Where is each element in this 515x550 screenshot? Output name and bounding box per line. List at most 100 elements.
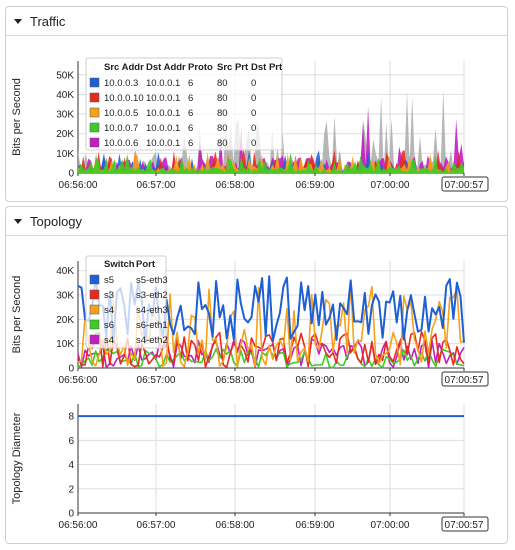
y-tick-label: 40K bbox=[56, 266, 74, 277]
y-axis-label: Topology Diameter bbox=[11, 412, 23, 504]
legend-cell: s6 bbox=[104, 320, 114, 331]
y-tick-label: 30K bbox=[56, 291, 74, 302]
legend-cell: 80 bbox=[217, 93, 228, 104]
x-tick-label: 06:58:00 bbox=[216, 520, 255, 531]
end-time-box bbox=[441, 516, 489, 532]
legend-cell: 0 bbox=[251, 138, 256, 149]
y-tick-label: 30K bbox=[56, 110, 74, 121]
y-tick-label: 0 bbox=[68, 364, 74, 375]
end-time-box bbox=[441, 176, 489, 192]
x-tick-label: 06:56:00 bbox=[59, 180, 98, 191]
y-tick-label: 20K bbox=[56, 315, 74, 326]
y-tick-label: 50K bbox=[56, 70, 74, 81]
legend-cell: 10.0.0.1 bbox=[146, 78, 180, 89]
legend-cell: 80 bbox=[217, 78, 228, 89]
x-tick-label: 06:59:00 bbox=[296, 375, 335, 386]
topology-diameter-chart[interactable]: 0 2 4 6 8 06:56:00 06:57:00 06:58:00 06:59:00 07:… bbox=[6, 396, 507, 541]
legend-cell: 10.0.0.5 bbox=[104, 108, 138, 119]
legend-swatch bbox=[89, 122, 100, 133]
x-tick-label: 06:57:00 bbox=[137, 180, 176, 191]
legend-cell: 80 bbox=[217, 138, 228, 149]
topology-panel-header[interactable]: Topology bbox=[6, 207, 507, 236]
legend-cell: s4-eth3 bbox=[136, 305, 168, 316]
legend-swatch bbox=[89, 137, 100, 148]
x-tick-label: 07:00:57 bbox=[445, 180, 484, 191]
legend-swatch bbox=[89, 92, 100, 103]
legend-swatch bbox=[89, 274, 100, 285]
y-tick-label: 10K bbox=[56, 149, 74, 160]
legend-header: Dst Addr bbox=[146, 62, 186, 73]
traffic-panel: Traffic 0 10K 20K 30K 40K 50K 06:56:00 06:57:00… bbox=[5, 6, 508, 202]
end-time-box bbox=[441, 371, 489, 387]
x-tick-label: 06:56:00 bbox=[59, 520, 98, 531]
legend-cell: s5-eth3 bbox=[136, 275, 168, 286]
y-tick-label: 0 bbox=[68, 509, 74, 520]
traffic-panel-title: Traffic bbox=[30, 13, 66, 29]
traffic-area-series-3 bbox=[78, 154, 464, 173]
topology-legend bbox=[85, 255, 167, 349]
traffic-chart[interactable]: 0 10K 20K 30K 40K 50K 06:56:00 06:57:00 06:58:00… bbox=[6, 36, 507, 202]
legend-cell: s4-eth2 bbox=[136, 335, 168, 346]
x-tick-label: 06:57:00 bbox=[137, 375, 176, 386]
y-tick-label: 6 bbox=[68, 436, 74, 447]
y-axis-label: Bits per Second bbox=[11, 276, 23, 354]
x-tick-label: 06:56:00 bbox=[59, 375, 98, 386]
x-tick-label: 07:00:00 bbox=[371, 375, 410, 386]
legend-cell: 6 bbox=[188, 138, 193, 149]
x-tick-label: 06:59:00 bbox=[296, 520, 335, 531]
legend-cell: 10.0.0.1 bbox=[146, 123, 180, 134]
x-tick-label: 07:00:00 bbox=[371, 520, 410, 531]
legend-cell: s4 bbox=[104, 305, 114, 316]
legend-swatch bbox=[89, 289, 100, 300]
x-tick-label: 07:00:57 bbox=[445, 375, 484, 386]
traffic-legend bbox=[85, 57, 283, 151]
legend-cell: s5 bbox=[104, 275, 114, 286]
legend-cell: 10.0.0.1 bbox=[146, 138, 180, 149]
legend-cell: 10.0.0.1 bbox=[146, 108, 180, 119]
y-tick-label: 8 bbox=[68, 412, 74, 423]
legend-cell: s6-eth1 bbox=[136, 320, 168, 331]
legend-header: Proto bbox=[188, 62, 213, 73]
legend-swatch bbox=[89, 77, 100, 88]
legend-swatch bbox=[89, 107, 100, 118]
legend-cell: 10.0.0.1 bbox=[146, 93, 180, 104]
legend-cell: 0 bbox=[251, 108, 256, 119]
legend-cell: 0 bbox=[251, 123, 256, 134]
y-tick-label: 0 bbox=[68, 169, 74, 180]
legend-header: Src Addr bbox=[104, 62, 144, 73]
y-tick-label: 40K bbox=[56, 90, 74, 101]
topology-bits-chart[interactable]: 0 10K 20K 30K 40K 06:56:00 06:57:00 06:58:00 06:… bbox=[6, 236, 507, 396]
legend-cell: 6 bbox=[188, 93, 193, 104]
x-tick-label: 06:58:00 bbox=[216, 375, 255, 386]
x-tick-label: 06:59:00 bbox=[296, 180, 335, 191]
legend-swatch bbox=[89, 334, 100, 345]
legend-cell: s3-eth2 bbox=[136, 290, 168, 301]
legend-cell: 0 bbox=[251, 78, 256, 89]
legend-header: Port bbox=[136, 259, 156, 270]
topology-panel: Topology 0 10K 20K 30K 40K 06:56:00 06:57:00 06… bbox=[5, 206, 508, 544]
x-tick-label: 06:58:00 bbox=[216, 180, 255, 191]
legend-cell: 10.0.0.7 bbox=[104, 123, 138, 134]
legend-cell: s4 bbox=[104, 335, 114, 346]
legend-swatch bbox=[89, 304, 100, 315]
y-tick-label: 2 bbox=[68, 484, 74, 495]
traffic-area-series-0 bbox=[78, 150, 464, 173]
x-tick-label: 06:57:00 bbox=[137, 520, 176, 531]
y-tick-label: 4 bbox=[68, 460, 74, 471]
legend-cell: 6 bbox=[188, 108, 193, 119]
collapse-caret-icon[interactable] bbox=[14, 218, 22, 224]
legend-swatch bbox=[89, 319, 100, 330]
legend-header: Src Prt bbox=[217, 62, 249, 73]
legend-cell: 6 bbox=[188, 78, 193, 89]
traffic-area-series-2 bbox=[78, 151, 464, 173]
traffic-panel-header[interactable]: Traffic bbox=[6, 7, 507, 36]
legend-cell: 10.0.0.6 bbox=[104, 138, 138, 149]
legend-cell: 80 bbox=[217, 108, 228, 119]
y-tick-label: 10K bbox=[56, 339, 74, 350]
legend-cell: s3 bbox=[104, 290, 114, 301]
collapse-caret-icon[interactable] bbox=[14, 18, 22, 24]
legend-header: Switch bbox=[104, 259, 135, 270]
legend-cell: 10.0.0.10 bbox=[104, 93, 144, 104]
y-axis-label: Bits per Second bbox=[11, 78, 23, 156]
y-tick-label: 20K bbox=[56, 129, 74, 140]
